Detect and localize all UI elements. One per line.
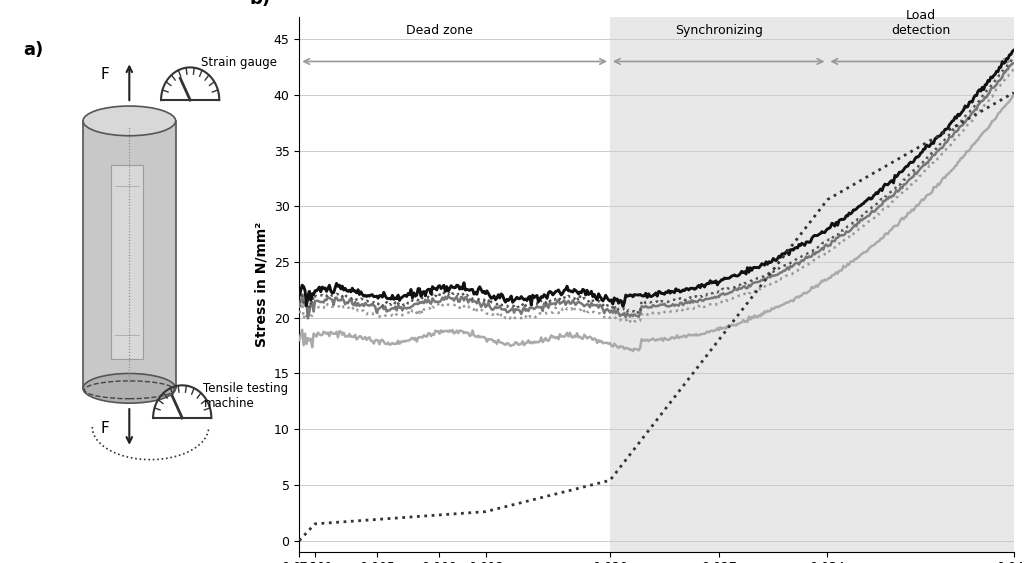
Bar (610, 17, 827, 552)
Bar (827, 17, 1014, 552)
Text: F: F (100, 421, 109, 436)
Y-axis label: Stress in N/mm²: Stress in N/mm² (254, 222, 268, 347)
Text: Synchronizing: Synchronizing (675, 24, 763, 37)
Text: a): a) (24, 41, 44, 59)
Polygon shape (83, 121, 176, 388)
Text: b): b) (249, 0, 270, 8)
Ellipse shape (83, 106, 176, 136)
Ellipse shape (83, 373, 176, 403)
Text: F: F (100, 68, 109, 82)
Text: Load
detection: Load detection (891, 9, 950, 37)
Text: Dead zone: Dead zone (406, 24, 472, 37)
Text: Tensile testing
machine: Tensile testing machine (204, 382, 289, 410)
Polygon shape (111, 166, 142, 359)
Text: Strain gauge: Strain gauge (201, 56, 276, 69)
